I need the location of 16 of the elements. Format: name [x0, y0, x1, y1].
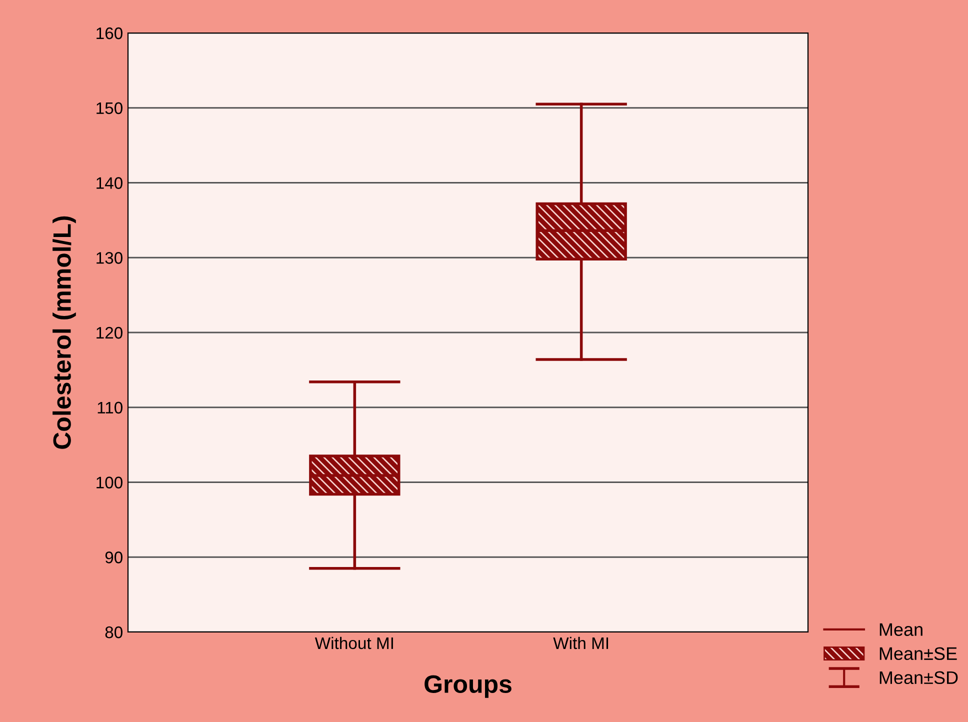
y-tick-label: 90 — [105, 552, 122, 564]
y-tick-label: 130 — [96, 252, 122, 264]
x-tick-label: With MI — [553, 636, 608, 650]
text: Mean±SE — [880, 647, 957, 660]
y-tick-label: 100 — [96, 476, 122, 488]
text: Mean — [880, 623, 922, 636]
y-tick-label: 110 — [98, 402, 122, 414]
y-tick-label: 140 — [96, 177, 122, 189]
y-tick-label: 160 — [96, 27, 122, 40]
y-axis-title: Colesterol (mmol/L) — [52, 216, 76, 449]
text: Mean±SD — [880, 671, 958, 684]
y-tick-label: 150 — [96, 102, 122, 114]
x-tick-label: Without MI — [314, 636, 393, 650]
y-tick-label: 80 — [105, 626, 122, 638]
y-tick-label: 120 — [96, 326, 122, 339]
x-axis-title: Groups — [424, 675, 512, 698]
